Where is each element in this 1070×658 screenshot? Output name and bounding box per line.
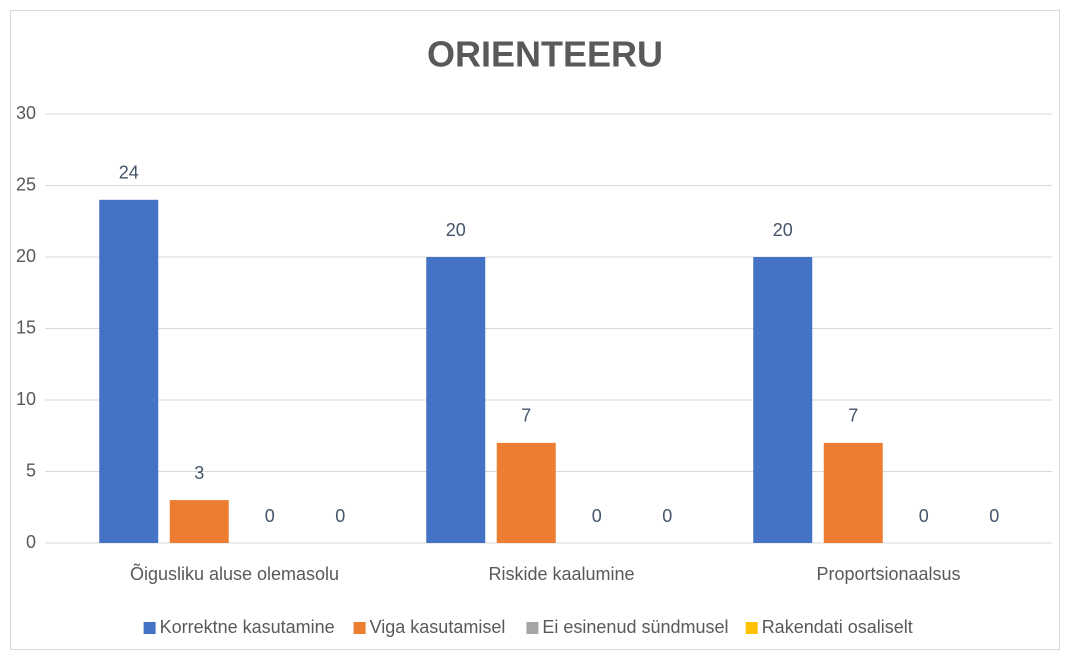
bar — [823, 442, 883, 543]
value-label: 0 — [592, 506, 602, 526]
bar — [496, 442, 556, 543]
value-label: 0 — [662, 506, 672, 526]
legend-label: Rakendati osaliselt — [762, 617, 913, 637]
y-tick-label: 10 — [16, 389, 36, 409]
value-label: 0 — [335, 506, 345, 526]
value-label: 0 — [919, 506, 929, 526]
x-tick-label: Proportsionaalsus — [816, 564, 960, 584]
y-tick-label: 0 — [26, 532, 36, 552]
bar — [753, 257, 813, 543]
x-tick-label: Õigusliku aluse olemasolu — [130, 563, 339, 584]
value-label: 7 — [521, 406, 531, 426]
value-label: 20 — [773, 220, 793, 240]
value-label: 0 — [989, 506, 999, 526]
bar — [426, 257, 486, 543]
chart-title: ORIENTEERU — [427, 34, 663, 75]
x-tick-label: Riskide kaalumine — [488, 564, 634, 584]
chart-border — [10, 10, 1060, 650]
value-label: 7 — [848, 406, 858, 426]
legend-label: Ei esinenud sündmusel — [542, 617, 728, 637]
legend-swatch — [353, 622, 366, 634]
value-label: 3 — [194, 463, 204, 483]
legend-swatch — [745, 622, 758, 634]
legend-swatch — [143, 622, 156, 634]
y-tick-label: 20 — [16, 246, 36, 266]
value-label: 24 — [119, 163, 139, 183]
legend-swatch — [526, 622, 539, 634]
legend-label: Korrektne kasutamine — [160, 617, 335, 637]
y-tick-label: 30 — [16, 103, 36, 123]
y-tick-label: 25 — [16, 174, 36, 194]
y-tick-label: 15 — [16, 317, 36, 337]
y-tick-label: 5 — [26, 460, 36, 480]
value-label: 0 — [265, 506, 275, 526]
value-label: 20 — [446, 220, 466, 240]
bar — [169, 500, 229, 543]
legend-label: Viga kasutamisel — [370, 617, 506, 637]
bar — [99, 199, 159, 544]
